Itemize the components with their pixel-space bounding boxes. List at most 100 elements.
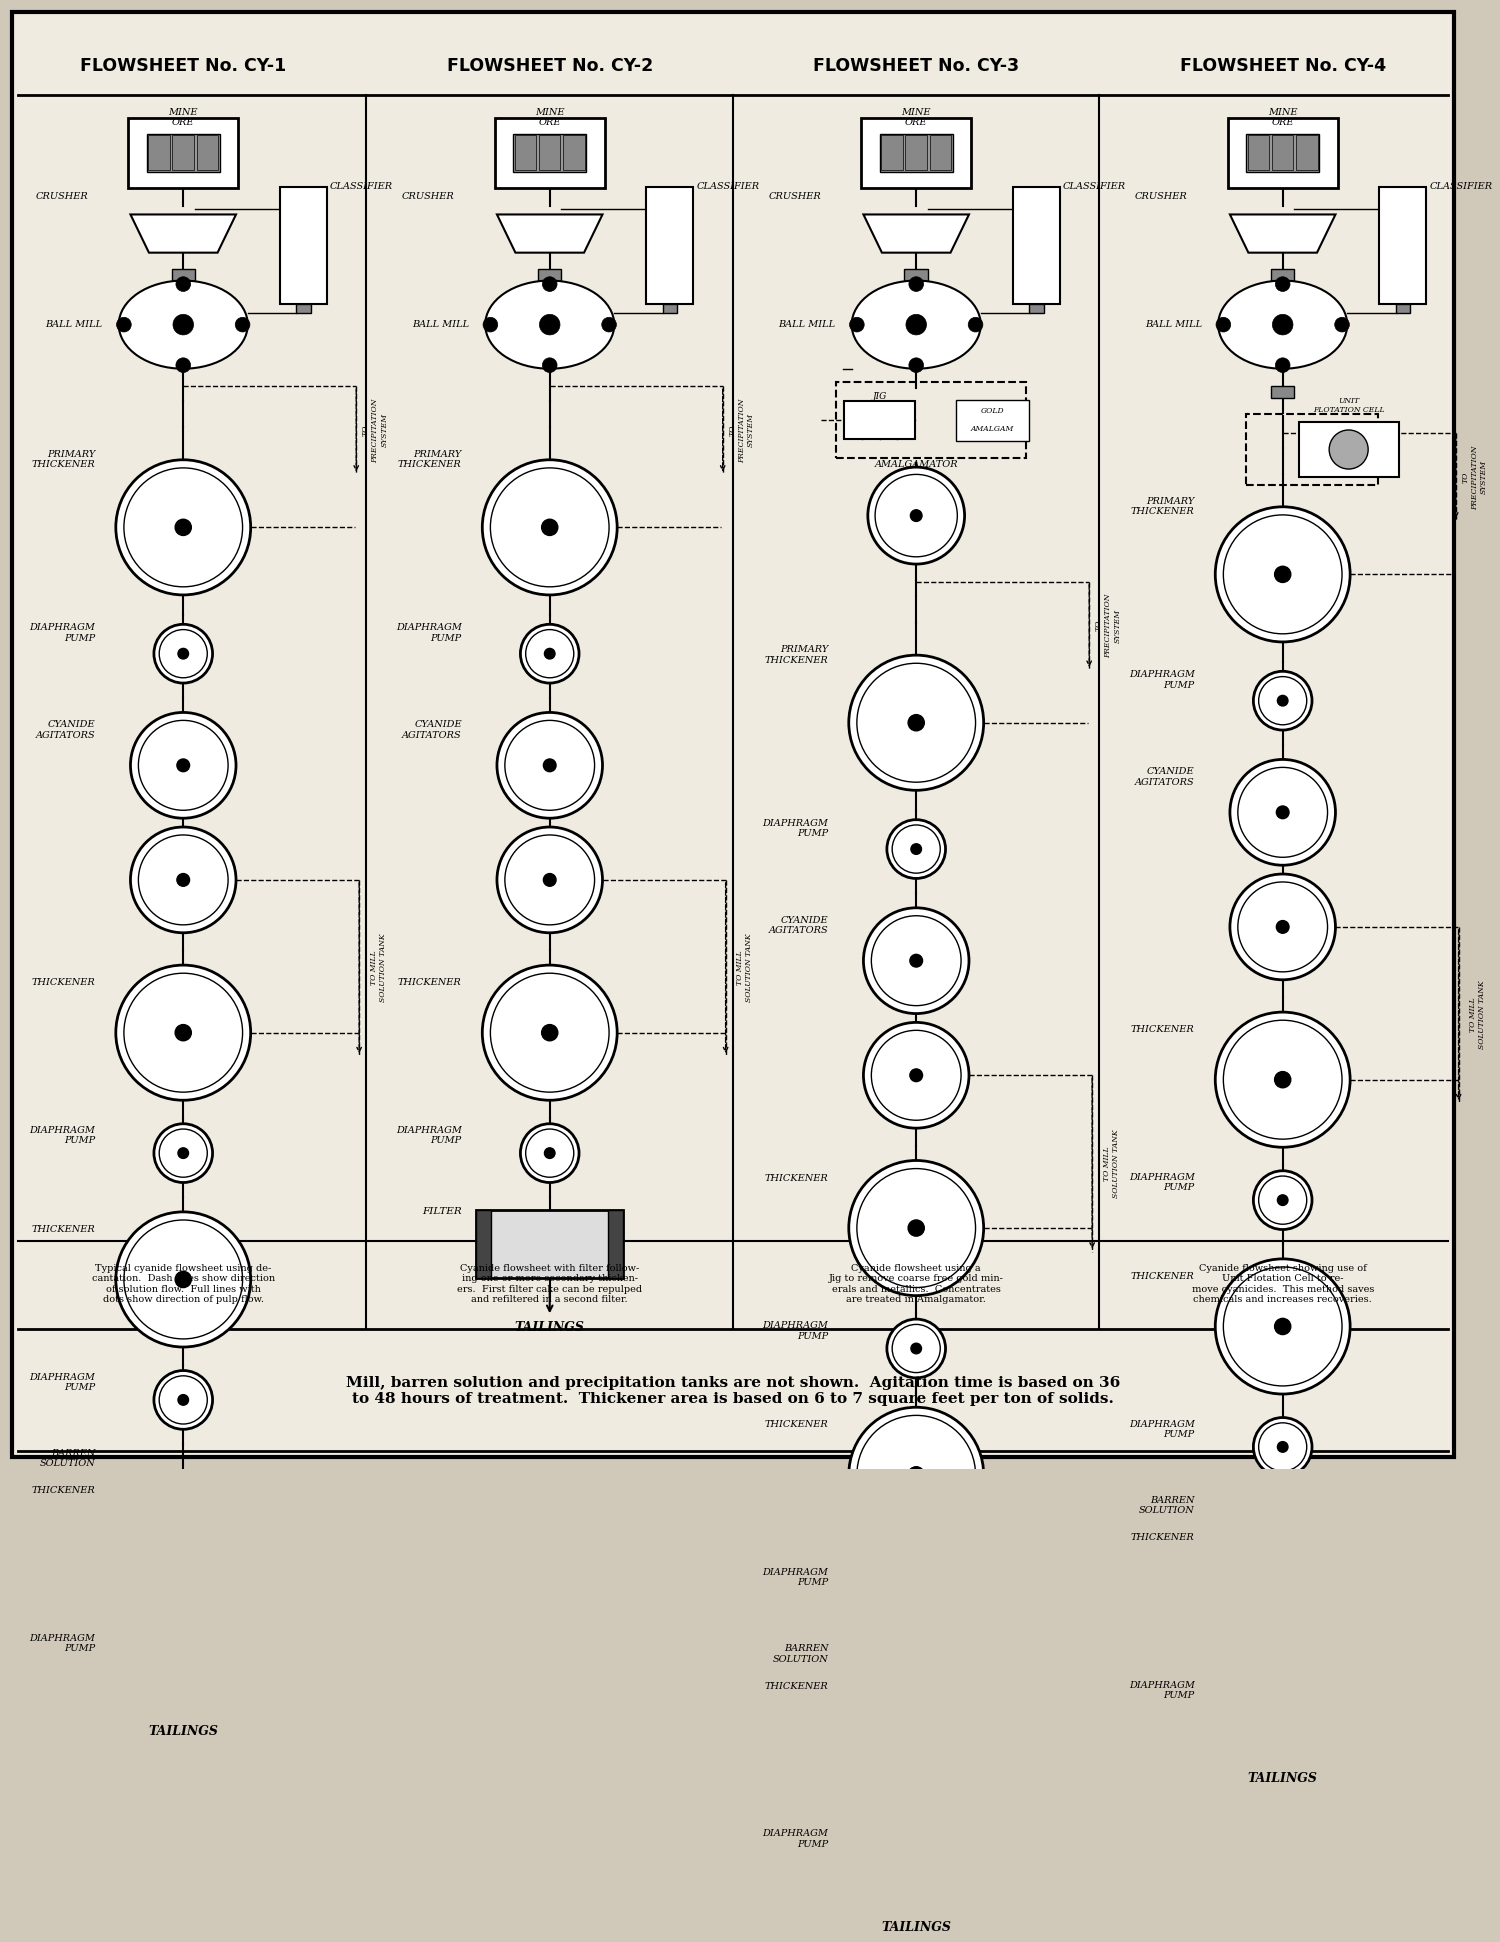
Text: Mill, barren solution and precipitation tanks are not shown.  Agitation time is : Mill, barren solution and precipitation … [346, 1377, 1120, 1406]
Circle shape [856, 1676, 975, 1796]
Circle shape [124, 973, 243, 1091]
Bar [904, 268, 928, 280]
Circle shape [892, 1571, 940, 1620]
Circle shape [1275, 357, 1290, 373]
Bar [1248, 136, 1269, 171]
Circle shape [116, 965, 251, 1101]
Circle shape [178, 1148, 189, 1159]
Circle shape [864, 1021, 969, 1128]
Circle shape [910, 954, 922, 967]
Text: DIAPHRAGM
PUMP: DIAPHRAGM PUMP [762, 1829, 828, 1849]
Bar [513, 134, 586, 173]
Circle shape [1230, 759, 1335, 866]
Text: THICKENER: THICKENER [32, 1225, 96, 1233]
Circle shape [1258, 1177, 1306, 1223]
Circle shape [1329, 429, 1368, 470]
Circle shape [176, 1532, 192, 1550]
Bar [1395, 305, 1410, 313]
Text: PRIMARY
THICKENER: PRIMARY THICKENER [32, 451, 96, 470]
Polygon shape [130, 214, 236, 252]
Text: THICKENER: THICKENER [32, 979, 96, 987]
Circle shape [1238, 767, 1328, 856]
Circle shape [910, 843, 921, 854]
Circle shape [909, 357, 924, 373]
Text: DIAPHRAGM
PUMP: DIAPHRAGM PUMP [30, 623, 96, 643]
Text: PRIMARY
THICKENER: PRIMARY THICKENER [1131, 497, 1194, 517]
Circle shape [543, 278, 556, 291]
Text: THICKENER: THICKENER [765, 1682, 828, 1691]
Circle shape [1254, 672, 1312, 730]
Text: Typical cyanide flowsheet using de-
cantation.  Dash lines show direction
of sol: Typical cyanide flowsheet using de- cant… [92, 1264, 274, 1303]
Bar [538, 136, 561, 171]
Bar [147, 134, 220, 173]
Circle shape [908, 715, 924, 730]
Text: PRIMARY
THICKENER: PRIMARY THICKENER [398, 451, 462, 470]
Bar [296, 305, 310, 313]
Bar [129, 118, 238, 188]
Bar [495, 118, 604, 188]
Bar [1013, 186, 1060, 305]
Bar [1270, 386, 1294, 398]
Bar [477, 1210, 622, 1278]
Circle shape [892, 1324, 940, 1373]
Circle shape [849, 654, 984, 790]
Text: Cyanide flowsheet using a
Jig to remove coarse free gold min-
erals and metallic: Cyanide flowsheet using a Jig to remove … [830, 1264, 1004, 1303]
Text: DIAPHRAGM
PUMP: DIAPHRAGM PUMP [30, 1373, 96, 1392]
Text: TO MILL
SOLUTION TANK: TO MILL SOLUTION TANK [1102, 1128, 1120, 1198]
Text: CLASSIFIER: CLASSIFIER [1064, 183, 1126, 190]
Circle shape [159, 1128, 207, 1177]
Text: CRUSHER: CRUSHER [34, 192, 88, 202]
Text: TAILINGS: TAILINGS [148, 1724, 217, 1738]
Circle shape [1258, 1684, 1306, 1732]
Text: AMALGAMATOR: AMALGAMATOR [874, 460, 959, 468]
Circle shape [542, 1025, 558, 1041]
Circle shape [525, 629, 574, 678]
Circle shape [116, 1474, 251, 1608]
Text: DIAPHRAGM
PUMP: DIAPHRAGM PUMP [1130, 1420, 1194, 1439]
Text: TO MILL
SOLUTION TANK: TO MILL SOLUTION TANK [369, 934, 387, 1002]
Circle shape [159, 1375, 207, 1423]
Circle shape [1216, 317, 1230, 332]
Circle shape [886, 820, 945, 878]
Circle shape [138, 835, 228, 924]
Bar [609, 1210, 622, 1278]
Text: UNIT
FLOTATION CELL: UNIT FLOTATION CELL [1312, 396, 1384, 414]
Text: THICKENER: THICKENER [1131, 1025, 1194, 1035]
Circle shape [1275, 1581, 1292, 1596]
Bar [1270, 268, 1294, 280]
Text: CYANIDE
AGITATORS: CYANIDE AGITATORS [36, 720, 96, 740]
Circle shape [1215, 1521, 1350, 1655]
Text: DIAPHRAGM
PUMP: DIAPHRAGM PUMP [1130, 1682, 1194, 1701]
Text: MINE
ORE: MINE ORE [536, 109, 564, 128]
Text: DIAPHRAGM
PUMP: DIAPHRAGM PUMP [1130, 670, 1194, 689]
Circle shape [849, 317, 864, 332]
Bar [930, 136, 951, 171]
Circle shape [908, 1728, 924, 1744]
Circle shape [506, 720, 594, 810]
Text: JIG: JIG [873, 392, 886, 402]
Circle shape [886, 1565, 945, 1625]
Circle shape [176, 1025, 192, 1041]
Text: CRUSHER: CRUSHER [768, 192, 820, 202]
Circle shape [520, 623, 579, 684]
Bar [148, 136, 170, 171]
Text: CLASSIFIER: CLASSIFIER [696, 183, 759, 190]
Bar [171, 268, 195, 280]
Circle shape [1254, 1171, 1312, 1229]
Circle shape [544, 1148, 555, 1159]
Circle shape [483, 460, 616, 594]
Bar [836, 383, 1026, 458]
Circle shape [871, 917, 962, 1006]
Text: PRIMARY
THICKENER: PRIMARY THICKENER [765, 645, 828, 664]
Text: Cyanide flowsheet with filter follow-
ing one or more secondary thicken-
ers.  F: Cyanide flowsheet with filter follow- in… [458, 1264, 642, 1303]
Circle shape [116, 460, 251, 594]
Circle shape [525, 1128, 574, 1177]
Ellipse shape [118, 280, 248, 369]
Circle shape [1335, 317, 1350, 332]
Bar [1246, 134, 1320, 173]
Circle shape [1272, 315, 1293, 334]
Text: CRUSHER: CRUSHER [1134, 192, 1188, 202]
Bar [906, 136, 927, 171]
Text: FLOWSHEET No. CY-2: FLOWSHEET No. CY-2 [447, 56, 652, 76]
Text: MINE
ORE: MINE ORE [1268, 109, 1298, 128]
